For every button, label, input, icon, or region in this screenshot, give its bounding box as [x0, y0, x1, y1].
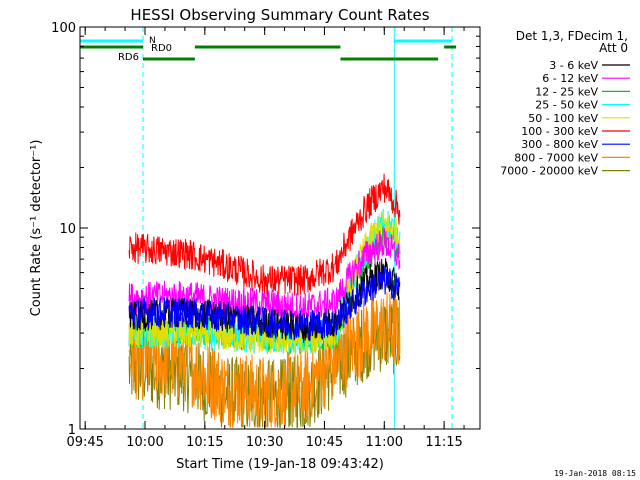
legend-entry-label: 300 - 800 keV: [521, 138, 598, 151]
chart-title: HESSI Observing Summary Count Rates: [130, 6, 429, 24]
y-tick-label: 100: [51, 21, 76, 36]
series-line: [128, 265, 401, 342]
legend-entry-label: 25 - 50 keV: [535, 99, 598, 112]
legend-title-line-2: Att 0: [599, 41, 628, 55]
rd6-label: RD6: [118, 52, 139, 63]
x-tick-label: 09:45: [66, 435, 103, 450]
legend-entry-label: 100 - 300 keV: [521, 125, 598, 138]
series-line: [128, 292, 401, 430]
x-tick-label: 10:45: [306, 435, 343, 450]
series-line: [128, 173, 401, 297]
axes: 1 10 100 09:45 10:00 10:15 10:30 10:45 11:00 11:1…: [51, 21, 480, 450]
footer-date: 19-Jan-2018 08:15: [554, 469, 636, 478]
x-tick-label: 10:30: [246, 435, 283, 450]
legend-entry-label: 12 - 25 keV: [535, 85, 598, 98]
legend-entry-label: 50 - 100 keV: [528, 112, 598, 125]
y-tick-label: 1: [68, 423, 76, 438]
x-tick-label: 11:15: [425, 435, 462, 450]
x-tick-label: 10:00: [126, 435, 163, 450]
x-tick-label: 10:15: [186, 435, 223, 450]
night-label: N: [149, 36, 156, 46]
y-axis-label: Count Rate (s⁻¹ detector⁻¹): [29, 140, 44, 317]
legend-entry-label: 800 - 7000 keV: [514, 151, 598, 164]
legend-title-line-1: Det 1,3, FDecim 1,: [516, 29, 628, 43]
x-axis-label: Start Time (19-Jan-18 09:43:42): [176, 457, 384, 472]
legend-entry-label: 7000 - 20000 keV: [500, 165, 598, 178]
rd0-label: RD0: [151, 43, 172, 54]
legend-entry-label: 6 - 12 keV: [542, 72, 598, 85]
legend-entry-label: 3 - 6 keV: [549, 59, 598, 72]
y-tick-label: 10: [59, 222, 76, 237]
x-tick-label: 11:00: [366, 435, 403, 450]
